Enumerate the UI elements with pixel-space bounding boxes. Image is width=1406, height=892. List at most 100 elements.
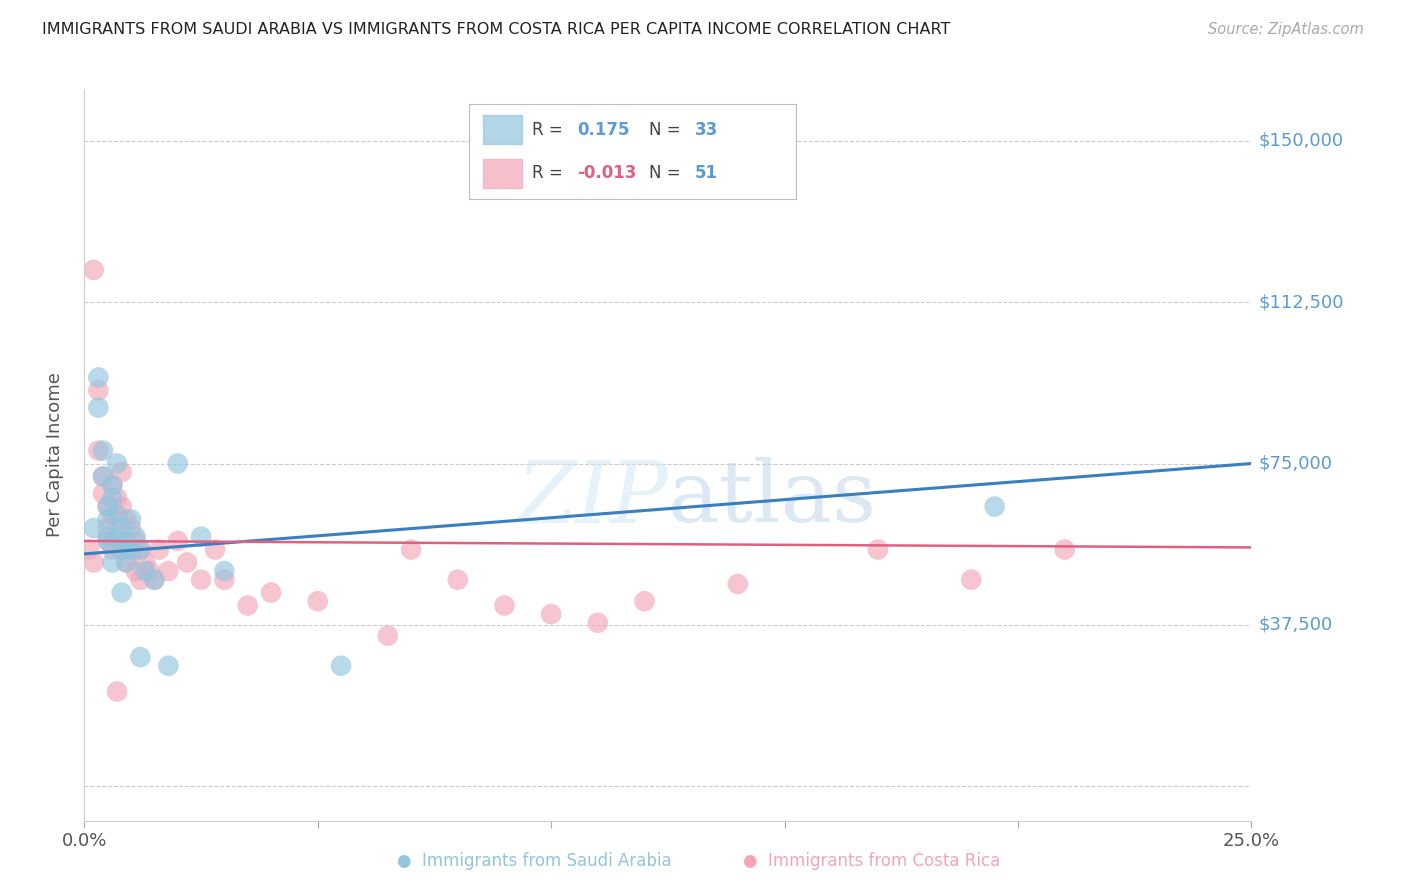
Point	[447, 573, 470, 587]
Text: Source: ZipAtlas.com: Source: ZipAtlas.com	[1208, 22, 1364, 37]
Point	[105, 491, 128, 505]
Text: ●  Immigrants from Saudi Arabia: ● Immigrants from Saudi Arabia	[396, 852, 672, 870]
Point	[204, 542, 226, 557]
Point	[105, 508, 128, 523]
Text: $150,000: $150,000	[1258, 132, 1344, 150]
Point	[983, 500, 1005, 514]
Text: N =: N =	[650, 164, 681, 182]
Point	[91, 469, 114, 483]
Point	[105, 530, 128, 544]
Point	[166, 457, 188, 471]
Point	[143, 573, 166, 587]
FancyBboxPatch shape	[482, 159, 522, 187]
Point	[91, 443, 114, 458]
Point	[97, 500, 120, 514]
Text: 51: 51	[695, 164, 718, 182]
Point	[101, 542, 124, 557]
Text: -0.013: -0.013	[578, 164, 637, 182]
Point	[111, 521, 134, 535]
Point	[143, 573, 166, 587]
Point	[134, 564, 156, 578]
Point	[176, 556, 198, 570]
Text: R =: R =	[531, 120, 562, 138]
Point	[120, 521, 142, 535]
Point	[120, 542, 142, 557]
Point	[115, 556, 138, 570]
Point	[125, 533, 148, 548]
Point	[125, 564, 148, 578]
Point	[101, 508, 124, 523]
Point	[87, 443, 110, 458]
Point	[105, 457, 128, 471]
Point	[97, 533, 120, 548]
Point	[190, 530, 212, 544]
Point	[120, 512, 142, 526]
Point	[157, 564, 180, 578]
Point	[97, 530, 120, 544]
Point	[129, 542, 152, 557]
Point	[1053, 542, 1076, 557]
Point	[87, 370, 110, 384]
Point	[91, 469, 114, 483]
Text: R =: R =	[531, 164, 562, 182]
Point	[77, 542, 100, 557]
Point	[115, 556, 138, 570]
Point	[111, 465, 134, 479]
Point	[377, 629, 399, 643]
Point	[97, 512, 120, 526]
FancyBboxPatch shape	[482, 115, 522, 144]
Text: $75,000: $75,000	[1258, 455, 1333, 473]
Point	[214, 564, 236, 578]
Text: 0.175: 0.175	[578, 120, 630, 138]
Point	[111, 585, 134, 599]
Point	[190, 573, 212, 587]
Point	[157, 658, 180, 673]
Point	[111, 542, 134, 557]
Text: IMMIGRANTS FROM SAUDI ARABIA VS IMMIGRANTS FROM COSTA RICA PER CAPITA INCOME COR: IMMIGRANTS FROM SAUDI ARABIA VS IMMIGRAN…	[42, 22, 950, 37]
Point	[101, 478, 124, 492]
Text: ZIP: ZIP	[516, 458, 668, 541]
Point	[97, 500, 120, 514]
Point	[111, 542, 134, 557]
Text: N =: N =	[650, 120, 681, 138]
Point	[101, 478, 124, 492]
Point	[120, 542, 142, 557]
Point	[91, 486, 114, 500]
Point	[101, 556, 124, 570]
Point	[97, 533, 120, 548]
Point	[494, 599, 516, 613]
Point	[87, 384, 110, 398]
Point	[633, 594, 655, 608]
Text: 33: 33	[695, 120, 718, 138]
Point	[97, 521, 120, 535]
Text: $37,500: $37,500	[1258, 615, 1333, 634]
Point	[134, 556, 156, 570]
Point	[87, 401, 110, 415]
Point	[129, 542, 152, 557]
Text: $112,500: $112,500	[1258, 293, 1344, 311]
Point	[115, 533, 138, 548]
Point	[83, 521, 105, 535]
Point	[330, 658, 353, 673]
Point	[138, 564, 160, 578]
Point	[125, 530, 148, 544]
Point	[115, 512, 138, 526]
Point	[260, 585, 283, 599]
Point	[101, 491, 124, 505]
Point	[540, 607, 562, 621]
Point	[166, 533, 188, 548]
Point	[399, 542, 422, 557]
Point	[866, 542, 889, 557]
Text: ●  Immigrants from Costa Rica: ● Immigrants from Costa Rica	[744, 852, 1000, 870]
Point	[727, 577, 749, 591]
Point	[214, 573, 236, 587]
Point	[129, 573, 152, 587]
Point	[307, 594, 329, 608]
Point	[83, 263, 105, 277]
Point	[960, 573, 983, 587]
Y-axis label: Per Capita Income: Per Capita Income	[45, 373, 63, 537]
Text: atlas: atlas	[668, 458, 877, 541]
Point	[148, 542, 170, 557]
Point	[105, 530, 128, 544]
Point	[236, 599, 259, 613]
